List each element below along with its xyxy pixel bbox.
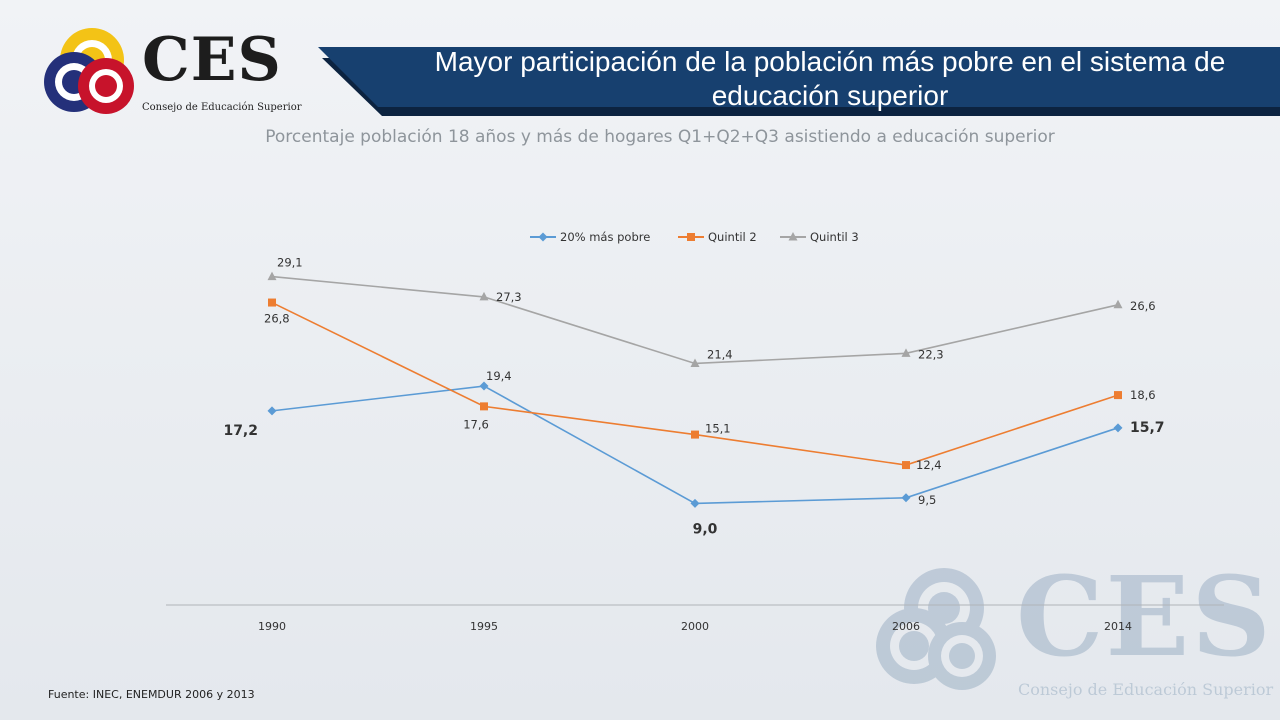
legend-label: 20% más pobre <box>560 230 650 244</box>
legend-label: Quintil 2 <box>708 230 757 244</box>
ces-watermark-emblem-icon <box>876 568 996 690</box>
data-point <box>1113 423 1123 433</box>
title-banner <box>318 47 1280 107</box>
data-label: 21,4 <box>707 347 733 361</box>
x-tick-label: 1990 <box>258 620 286 633</box>
data-point <box>1114 391 1122 400</box>
chart-legend: 20% más pobre Quintil 2 Quintil 3 <box>530 230 859 244</box>
data-label: 17,6 <box>463 417 489 431</box>
data-label: 9,5 <box>918 493 936 507</box>
legend-marker <box>788 232 798 241</box>
series-line <box>271 275 1119 365</box>
ces-logo: CES Consejo de Educación Superior <box>34 22 302 126</box>
data-point <box>479 291 489 301</box>
series-line <box>271 385 1119 505</box>
x-tick-label: 2006 <box>892 620 920 633</box>
legend-label: Quintil 3 <box>810 230 859 244</box>
data-label: 27,3 <box>496 290 522 304</box>
x-tick-label: 2014 <box>1104 620 1132 633</box>
series-20-m-s-pobre: 17,2 19,4 9,0 9,5 15,7 <box>223 369 1164 537</box>
data-point <box>901 493 911 503</box>
data-label: 22,3 <box>918 347 944 361</box>
data-label: 19,4 <box>486 369 512 383</box>
chart-series: 17,2 19,4 9,0 9,5 15,7 26,8 17,6 15,1 12,4 18,6 29… <box>223 256 1164 538</box>
ces-watermark: CES Consejo de Educación Superior <box>866 562 1273 706</box>
x-tick-label: 1995 <box>470 620 498 633</box>
logo-wordmark: CES <box>142 25 282 95</box>
data-label: 17,2 <box>223 423 258 439</box>
series-line <box>271 301 1119 466</box>
chart-title: Porcentaje población 18 años y más de ho… <box>265 127 1055 147</box>
data-point <box>1113 299 1123 309</box>
data-label: 15,1 <box>705 422 731 436</box>
ces-emblem-icon <box>44 28 134 114</box>
data-point <box>479 381 489 391</box>
x-axis-ticks: 1990 1995 2000 2006 2014 <box>258 620 1132 633</box>
legend-item: 20% más pobre <box>530 230 650 244</box>
data-point <box>480 402 488 411</box>
data-point <box>691 430 699 439</box>
data-label: 29,1 <box>277 256 303 270</box>
data-label: 12,4 <box>916 458 942 472</box>
legend-marker <box>687 233 695 241</box>
data-label: 9,0 <box>693 521 718 537</box>
legend-item: Quintil 2 <box>678 230 757 244</box>
data-point <box>268 298 276 307</box>
series-quintil-3: 29,1 27,3 21,4 22,3 26,6 <box>267 256 1156 367</box>
source-note: Fuente: INEC, ENEMDUR 2006 y 2013 <box>48 688 255 701</box>
data-label: 26,8 <box>264 312 290 326</box>
data-point <box>267 271 277 281</box>
data-point <box>690 358 700 367</box>
watermark-wordmark: CES <box>1016 552 1273 681</box>
slide-title: Mayor participación de la población más … <box>434 46 1226 111</box>
data-point <box>901 348 911 357</box>
data-point <box>267 406 277 416</box>
data-label: 18,6 <box>1130 388 1156 402</box>
series-quintil-2: 26,8 17,6 15,1 12,4 18,6 <box>264 298 1156 472</box>
data-point <box>690 498 700 508</box>
x-tick-label: 2000 <box>681 620 709 633</box>
watermark-subtitle: Consejo de Educación Superior <box>1018 680 1274 699</box>
data-label: 15,7 <box>1130 420 1165 436</box>
logo-subtitle: Consejo de Educación Superior <box>142 102 302 113</box>
data-label: 26,6 <box>1130 299 1156 313</box>
data-point <box>902 461 910 470</box>
legend-item: Quintil 3 <box>780 230 859 244</box>
legend-marker <box>538 232 548 242</box>
